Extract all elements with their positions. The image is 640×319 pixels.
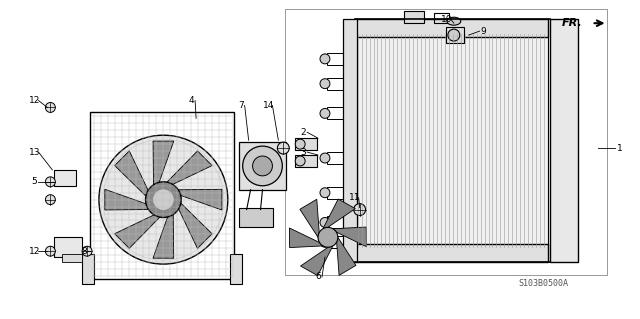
Bar	[295, 138, 317, 150]
Circle shape	[448, 29, 460, 41]
Circle shape	[253, 156, 273, 176]
Bar	[355, 34, 548, 247]
Bar	[446, 27, 464, 43]
Text: 8: 8	[81, 247, 87, 256]
Text: 12: 12	[29, 247, 40, 256]
Bar	[295, 155, 317, 167]
Circle shape	[145, 182, 181, 218]
Bar	[230, 254, 242, 284]
Text: 1: 1	[616, 144, 622, 152]
Bar	[285, 9, 607, 275]
Circle shape	[320, 79, 330, 89]
Text: 6: 6	[315, 272, 321, 281]
Polygon shape	[153, 141, 173, 190]
Bar	[327, 152, 343, 164]
Text: 13: 13	[29, 148, 40, 157]
Ellipse shape	[447, 17, 461, 25]
Bar	[62, 254, 82, 262]
Polygon shape	[333, 227, 367, 247]
Circle shape	[295, 156, 305, 166]
Bar	[327, 108, 343, 119]
Text: 3: 3	[300, 148, 306, 157]
Circle shape	[45, 177, 55, 187]
Circle shape	[318, 227, 338, 247]
Bar	[327, 236, 343, 248]
Text: 5: 5	[31, 177, 37, 186]
Bar	[327, 78, 343, 90]
Bar	[343, 19, 356, 262]
Bar	[327, 187, 343, 199]
Bar	[239, 142, 286, 190]
Circle shape	[320, 54, 330, 64]
Text: 7: 7	[238, 101, 244, 110]
Text: 12: 12	[29, 96, 40, 105]
Circle shape	[154, 190, 173, 210]
Bar	[54, 237, 82, 257]
Circle shape	[320, 237, 330, 247]
Polygon shape	[115, 213, 163, 249]
Polygon shape	[163, 151, 212, 187]
Circle shape	[295, 139, 305, 149]
Circle shape	[320, 153, 330, 163]
Text: 4: 4	[188, 96, 194, 105]
Polygon shape	[173, 189, 222, 210]
Polygon shape	[115, 151, 150, 200]
Text: S103B0500A: S103B0500A	[518, 279, 568, 288]
Bar	[404, 11, 424, 23]
Bar	[327, 53, 343, 65]
Text: 14: 14	[263, 101, 274, 110]
Circle shape	[243, 146, 282, 186]
Bar	[327, 217, 343, 228]
Polygon shape	[323, 199, 355, 229]
Text: FR.: FR.	[562, 18, 582, 28]
Circle shape	[277, 142, 289, 154]
Bar	[82, 254, 94, 284]
Circle shape	[320, 188, 330, 198]
Bar	[90, 112, 234, 279]
Polygon shape	[337, 237, 356, 275]
Text: 2: 2	[300, 128, 306, 137]
Circle shape	[99, 135, 228, 264]
Bar	[355, 19, 548, 37]
Polygon shape	[177, 200, 212, 249]
Circle shape	[45, 195, 55, 204]
Bar	[355, 244, 548, 262]
Text: 10: 10	[441, 15, 452, 24]
Polygon shape	[289, 228, 323, 248]
Circle shape	[45, 246, 55, 256]
Circle shape	[320, 218, 330, 227]
Text: 11: 11	[349, 193, 360, 202]
Bar	[239, 208, 273, 227]
Polygon shape	[105, 189, 154, 210]
Bar	[434, 13, 449, 23]
Polygon shape	[153, 210, 173, 258]
Polygon shape	[301, 246, 333, 276]
Circle shape	[82, 246, 92, 256]
Circle shape	[354, 204, 365, 216]
Circle shape	[45, 102, 55, 112]
Text: 9: 9	[481, 26, 486, 36]
Bar	[550, 19, 578, 262]
Polygon shape	[300, 199, 319, 237]
Bar	[54, 170, 76, 186]
Circle shape	[320, 108, 330, 118]
